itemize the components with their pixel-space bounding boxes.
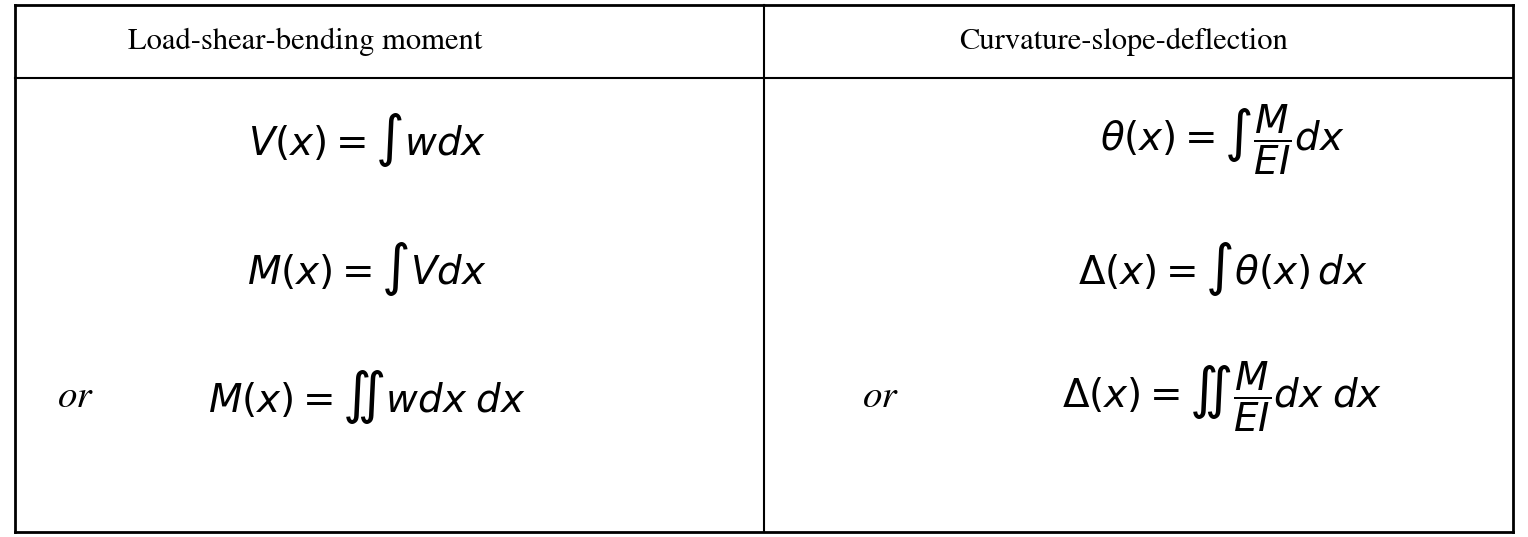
Text: Curvature-slope-deflection: Curvature-slope-deflection xyxy=(958,27,1288,56)
Text: $\theta(x)  =  \int\dfrac{M}{EI}dx$: $\theta(x) = \int\dfrac{M}{EI}dx$ xyxy=(1100,103,1345,177)
Text: $\Delta(x)  =  \int \theta(x)\, dx$: $\Delta(x) = \int \theta(x)\, dx$ xyxy=(1077,240,1368,297)
Text: or: or xyxy=(58,380,93,415)
Text: $V(x)  =  \int wdx$: $V(x) = \int wdx$ xyxy=(248,111,486,169)
Text: $M(x)  =  \iint wdx\; dx$: $M(x) = \iint wdx\; dx$ xyxy=(208,368,526,426)
Text: or: or xyxy=(863,380,898,415)
Text: $M(x)  =  \int Vdx$: $M(x) = \int Vdx$ xyxy=(248,240,486,297)
Text: Load-shear-bending moment: Load-shear-bending moment xyxy=(128,27,483,56)
Text: $\Delta(x)  =  \iint\dfrac{M}{EI}dx\; dx$: $\Delta(x) = \iint\dfrac{M}{EI}dx\; dx$ xyxy=(1062,360,1383,434)
